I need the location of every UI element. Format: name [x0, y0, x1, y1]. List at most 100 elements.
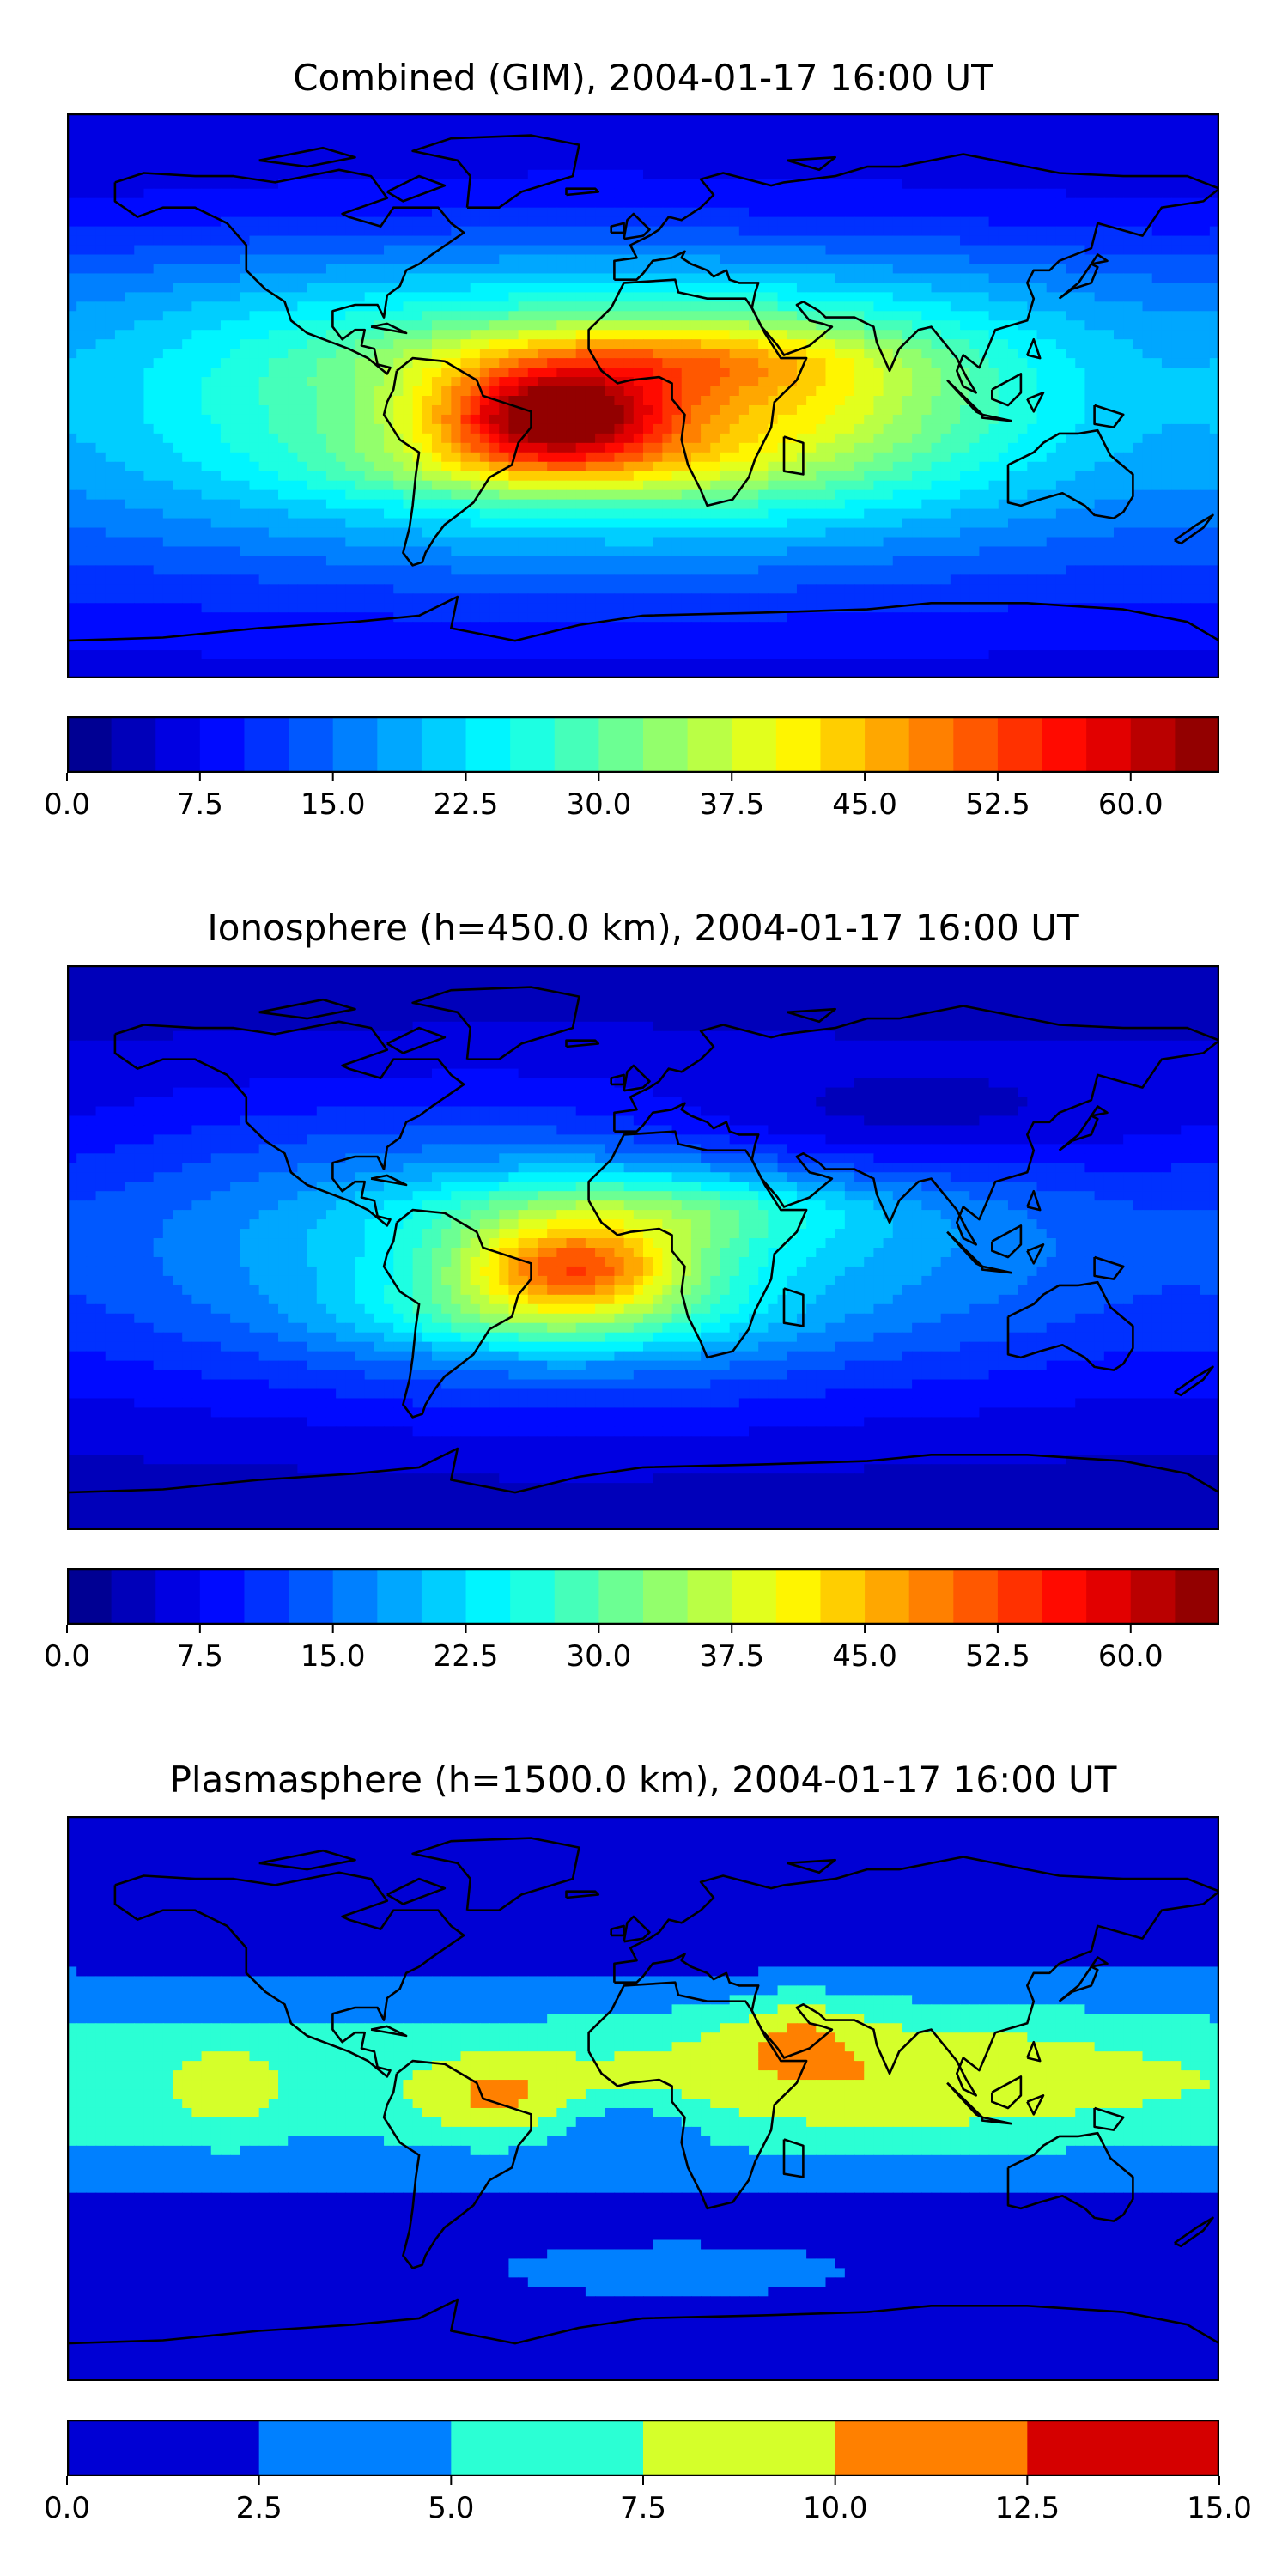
tec-cell — [690, 377, 702, 387]
tec-cell — [662, 273, 673, 284]
tec-cell — [470, 283, 481, 294]
tec-cell — [451, 396, 462, 406]
tec-cell — [518, 377, 529, 387]
tec-cell — [1161, 245, 1172, 256]
tec-cell — [479, 442, 490, 453]
tec-cell — [873, 131, 884, 143]
tec-cell — [796, 471, 807, 482]
tec-cell — [883, 207, 894, 218]
tec-cell — [690, 113, 702, 124]
tec-cell — [489, 330, 500, 340]
tec-cell — [787, 404, 798, 416]
tec-cell — [431, 264, 442, 275]
tec-cell — [720, 311, 731, 321]
tec-cell — [1161, 433, 1172, 444]
tec-cell — [162, 358, 173, 368]
tec-cell — [931, 423, 942, 434]
tec-cell — [297, 452, 308, 463]
tec-cell — [556, 433, 568, 444]
tec-cell — [777, 489, 788, 501]
tec-cell — [931, 349, 942, 359]
tec-cell — [76, 179, 88, 190]
tec-cell — [1181, 301, 1192, 312]
tec-cell — [614, 433, 625, 444]
tec-cell — [681, 311, 692, 321]
tec-cell — [950, 489, 961, 501]
tec-cell — [191, 358, 203, 368]
tec-cell — [470, 320, 481, 331]
tec-cell — [614, 122, 625, 133]
tec-cell — [585, 264, 596, 275]
tec-cell — [720, 396, 731, 406]
tec-cell — [758, 226, 769, 237]
tec-cell — [364, 330, 375, 340]
tec-cell — [86, 235, 97, 246]
tec-cell — [940, 283, 951, 294]
tec-cell — [960, 216, 970, 228]
tec-cell — [1084, 433, 1096, 444]
tec-cell — [1113, 131, 1124, 143]
tec-cell — [729, 226, 740, 237]
tec-cell — [355, 179, 366, 190]
tec-cell — [653, 113, 664, 124]
tec-cell — [1123, 207, 1134, 218]
tec-cell — [873, 254, 884, 265]
tec-cell — [701, 489, 711, 501]
tec-cell — [1133, 377, 1144, 387]
tec-cell — [854, 330, 865, 340]
tec-cell — [662, 245, 673, 256]
tec-cell — [969, 245, 981, 256]
tec-cell — [614, 471, 625, 482]
tec-cell — [662, 292, 673, 303]
tec-cell — [316, 245, 327, 256]
tec-cell — [1027, 283, 1038, 294]
tec-cell — [153, 320, 164, 331]
tec-cell — [671, 131, 683, 143]
tec-cell — [1055, 461, 1066, 472]
tec-cell — [556, 207, 568, 218]
tec-cell — [537, 442, 548, 453]
tec-cell — [297, 480, 308, 491]
tec-cell — [1113, 197, 1124, 209]
tec-cell — [153, 442, 164, 453]
tec-cell — [998, 150, 1009, 161]
tec-cell — [575, 330, 586, 340]
tec-cell — [844, 226, 855, 237]
tec-cell — [297, 499, 308, 510]
tec-cell — [384, 330, 394, 340]
tec-cell — [191, 480, 203, 491]
tec-cell — [633, 404, 644, 416]
tec-cell — [566, 169, 577, 180]
tec-cell — [325, 396, 337, 406]
tec-cell — [499, 377, 510, 387]
tec-cell — [595, 404, 605, 416]
tec-cell — [182, 461, 193, 472]
tec-cell — [1209, 179, 1219, 190]
tec-cell — [1036, 386, 1048, 397]
tec-cell — [1103, 423, 1115, 434]
tec-cell — [988, 197, 999, 209]
tec-cell — [960, 131, 970, 143]
tec-cell — [114, 386, 125, 397]
tec-cell — [605, 489, 616, 501]
tec-cell — [595, 245, 605, 256]
tec-cell — [336, 160, 347, 171]
tec-cell — [892, 292, 903, 303]
tec-cell — [988, 273, 999, 284]
tec-cell — [345, 471, 356, 482]
tec-cell — [143, 254, 155, 265]
tec-cell — [1190, 330, 1201, 340]
tec-cell — [431, 301, 442, 312]
tec-cell — [1075, 264, 1086, 275]
tec-cell — [566, 368, 577, 378]
tec-cell — [297, 330, 308, 340]
tec-cell — [777, 264, 788, 275]
tec-cell — [134, 414, 145, 425]
tec-cell — [1007, 226, 1018, 237]
tec-cell — [537, 452, 548, 463]
tec-cell — [1200, 273, 1211, 284]
tec-cell — [1151, 414, 1163, 425]
tec-cell — [1123, 264, 1134, 275]
tec-cell — [1018, 442, 1029, 453]
tec-cell — [460, 301, 471, 312]
